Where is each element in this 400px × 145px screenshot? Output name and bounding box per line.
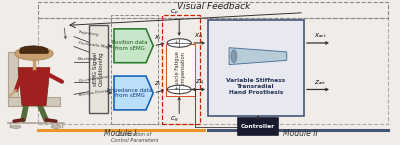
Text: $C_g$: $C_g$ [170, 115, 179, 125]
Text: Visual Feedback: Visual Feedback [177, 2, 251, 11]
Text: Trajectory: Trajectory [78, 30, 100, 37]
Circle shape [167, 39, 191, 47]
Text: Estimation of
Control Parameters: Estimation of Control Parameters [111, 132, 158, 143]
Circle shape [167, 85, 191, 94]
Text: $Z_{d_r}$: $Z_{d_r}$ [194, 78, 205, 87]
Text: Muscle Fatigue
Compensation: Muscle Fatigue Compensation [175, 51, 186, 89]
Ellipse shape [231, 50, 237, 62]
Text: Variable Stiffness
Transradial
Hand Prosthesis: Variable Stiffness Transradial Hand Pros… [226, 78, 286, 95]
Bar [208, 20, 304, 116]
Polygon shape [229, 48, 287, 65]
Text: $Z_{act}$: $Z_{act}$ [314, 78, 326, 87]
Text: Module I: Module I [104, 129, 136, 138]
Text: Impedance data
from sEMG: Impedance data from sEMG [107, 88, 153, 98]
Bar [8, 97, 60, 106]
Text: Controller: Controller [241, 124, 275, 129]
Text: (Biceps-Triceps): (Biceps-Triceps) [78, 89, 113, 97]
Circle shape [11, 125, 21, 128]
Circle shape [15, 47, 53, 60]
Text: Co-contraction: Co-contraction [78, 75, 110, 83]
Text: $X_i$: $X_i$ [154, 33, 161, 42]
Text: Module II: Module II [283, 129, 317, 138]
Polygon shape [114, 29, 153, 63]
Bar [162, 16, 200, 124]
Bar [111, 16, 158, 124]
Bar [89, 25, 108, 113]
Bar [38, 18, 388, 124]
Text: Position data
from sEMG: Position data from sEMG [112, 40, 148, 51]
Circle shape [51, 125, 61, 128]
Text: Pectoralis Major: Pectoralis Major [78, 41, 113, 49]
Text: +: + [173, 86, 178, 91]
Bar [8, 52, 18, 97]
Bar [38, 2, 388, 18]
Bar [166, 44, 195, 96]
Polygon shape [114, 76, 153, 110]
Polygon shape [18, 68, 50, 106]
Text: +: + [173, 40, 178, 45]
Bar [238, 118, 278, 135]
Text: $X_{act}$: $X_{act}$ [314, 31, 326, 40]
Polygon shape [19, 46, 49, 54]
Text: Electrodes: Electrodes [78, 57, 101, 61]
Text: $X_{d_r}$: $X_{d_r}$ [194, 31, 205, 41]
Text: $Z_i$: $Z_i$ [154, 79, 161, 88]
Text: sEMG Signal
Conditioning: sEMG Signal Conditioning [93, 52, 104, 86]
Text: $C_p$: $C_p$ [170, 8, 179, 18]
